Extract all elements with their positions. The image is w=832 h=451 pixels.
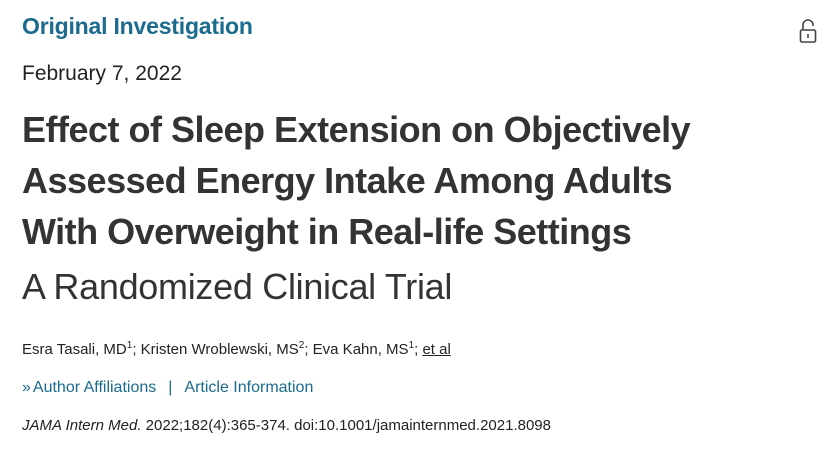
article-links: » Author Affiliations | Article Informat… [22, 379, 313, 397]
author-name: Kristen Wroblewski, MS [140, 341, 299, 358]
title-line: With Overweight in Real-life Settings [22, 211, 632, 252]
link-separator: | [168, 379, 173, 396]
et-al-link[interactable]: et al [422, 341, 451, 358]
title-line: Effect of Sleep Extension on Objectively [22, 109, 691, 150]
article-category[interactable]: Original Investigation [22, 13, 253, 39]
title-line: Assessed Energy Intake Among Adults [22, 160, 673, 201]
citation-details: 2022;182(4):365-374. doi:10.1001/jamaint… [141, 417, 551, 434]
article-title: Effect of Sleep Extension on Objectively… [22, 104, 812, 257]
citation: JAMA Intern Med. 2022;182(4):365-374. do… [22, 417, 551, 434]
author-affiliation-marker: 1 [408, 340, 415, 351]
author-affiliation-marker: 2 [298, 340, 305, 351]
article-information-link[interactable]: Article Information [184, 379, 314, 396]
journal-name: JAMA Intern Med. [22, 417, 142, 434]
author-list: Esra Tasali, MD1; Kristen Wroblewski, MS… [22, 340, 451, 358]
author-separator: ; [132, 341, 141, 358]
author-separator: ; [304, 341, 313, 358]
author-separator: ; [414, 341, 423, 358]
publication-date: February 7, 2022 [22, 62, 182, 85]
author-name: Esra Tasali, MD [22, 341, 127, 358]
unlocked-padlock-icon [799, 19, 817, 43]
author-affiliation-marker: 1 [126, 340, 133, 351]
article-header: Original Investigation February 7, 2022 … [22, 0, 817, 451]
article-subtitle: A Randomized Clinical Trial [22, 266, 453, 307]
double-chevron-right-icon: » [22, 379, 31, 396]
author-affiliations-link[interactable]: Author Affiliations [32, 379, 157, 396]
author-name: Eva Kahn, MS [312, 341, 409, 358]
